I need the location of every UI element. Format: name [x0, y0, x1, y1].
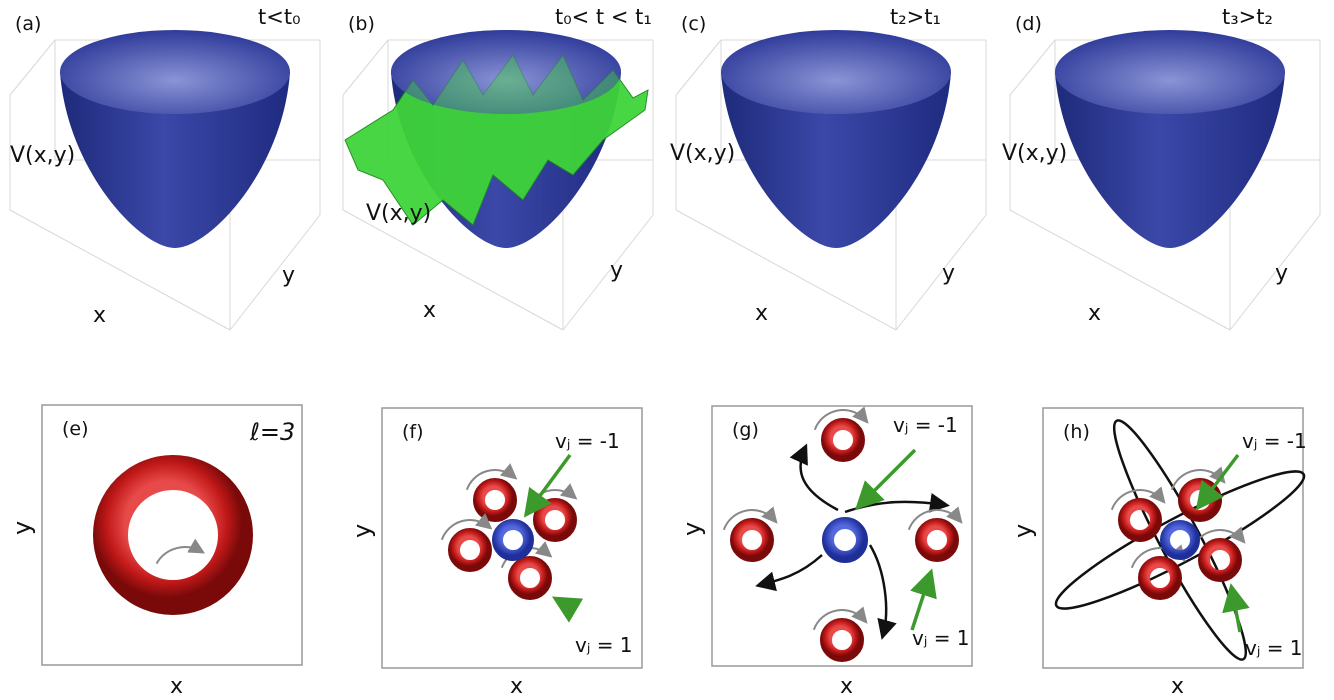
paraboloid-rim	[60, 30, 290, 114]
axis-label-x: x	[170, 674, 183, 699]
paraboloid-rim	[721, 30, 951, 114]
vortex-ring	[1124, 504, 1156, 536]
charge-label: ℓ=3	[249, 418, 295, 446]
green-arrow	[912, 575, 930, 630]
vortex-ring	[539, 504, 571, 536]
orbit	[1046, 455, 1314, 625]
orbit	[1099, 411, 1261, 668]
vortex-label: vⱼ = -1	[555, 429, 620, 453]
vortex-label: vⱼ = 1	[1245, 636, 1303, 660]
vortex-ring	[498, 525, 529, 556]
panel-label: (b)	[348, 13, 375, 35]
green-arrow	[558, 600, 575, 610]
box-edge	[676, 40, 721, 95]
panel-label: (c)	[681, 13, 706, 35]
black-arrow	[870, 545, 886, 635]
time-label: t₀< t < t₁	[555, 5, 652, 29]
figure: (a) t<t₀ V(x,y) y x (b) t₀< t < t₁ V(x,y) y x (c) t…	[0, 0, 1334, 700]
axis-label-y: y	[678, 522, 706, 536]
box-edge	[343, 40, 388, 95]
vortex-ring	[826, 624, 858, 656]
axis-label-y: y	[348, 524, 376, 538]
time-label: t₃>t₂	[1222, 5, 1273, 29]
panel-label: (a)	[15, 13, 41, 35]
vortex-ring	[736, 524, 768, 556]
panel-label: (g)	[732, 419, 759, 441]
panel-label: (d)	[1015, 13, 1042, 35]
time-label: t₂>t₁	[890, 5, 941, 29]
axis-label-y: y	[942, 261, 955, 286]
potential-label: V(x,y)	[1002, 141, 1067, 166]
vortex-ring	[479, 484, 511, 516]
potential-label: V(x,y)	[670, 141, 735, 166]
box-edge	[896, 215, 986, 330]
axis-label-x: x	[510, 674, 523, 699]
vortex-ring	[828, 523, 862, 557]
axis-label-x: x	[755, 301, 768, 326]
paraboloid-rim	[1055, 30, 1285, 114]
axis-label-x: x	[1088, 301, 1101, 326]
paraboloid-rim-front	[391, 30, 621, 114]
box-edge	[230, 215, 320, 330]
axis-label-x: x	[423, 298, 436, 323]
axis-label-x: x	[1171, 674, 1184, 699]
vortex-ring	[514, 562, 546, 594]
green-arrow	[860, 450, 915, 505]
black-arrow	[760, 555, 822, 585]
panel-label: (e)	[62, 418, 89, 440]
axis-label-x: x	[93, 303, 106, 328]
panel-label: (h)	[1063, 421, 1090, 443]
axis-label-y: y	[282, 263, 295, 288]
vortex-label: vⱼ = 1	[912, 626, 970, 650]
vortex-label: vⱼ = -1	[1242, 429, 1307, 453]
vortex-ring	[1144, 562, 1176, 594]
axis-label-y: y	[1009, 524, 1037, 538]
vortex-ring	[921, 524, 953, 556]
vortex-ring	[1204, 544, 1236, 576]
axis-label-x: x	[840, 674, 853, 699]
vortex-ring	[1165, 525, 1195, 555]
vortex-label: vⱼ = -1	[893, 413, 958, 437]
panel-label: (f)	[402, 421, 424, 443]
circulation-arrow	[157, 547, 202, 564]
vortex-label: vⱼ = 1	[575, 633, 633, 657]
potential-label: V(x,y)	[10, 143, 75, 168]
axis-label-y: y	[1275, 261, 1288, 286]
box-edge	[1010, 40, 1055, 95]
vortex-ring	[111, 473, 236, 598]
axis-label-y: y	[610, 258, 623, 283]
page: (a) t<t₀ V(x,y) y x (b) t₀< t < t₁ V(x,y) y x (c) t…	[0, 0, 1334, 700]
potential-label: V(x,y)	[366, 201, 431, 226]
axis-label-y: y	[8, 521, 36, 535]
green-arrow	[1232, 590, 1240, 632]
vortex-ring	[827, 424, 859, 456]
time-label: t<t₀	[258, 5, 300, 29]
vortex-ring	[454, 534, 486, 566]
box-edge	[563, 215, 653, 330]
box-edge	[10, 40, 55, 95]
